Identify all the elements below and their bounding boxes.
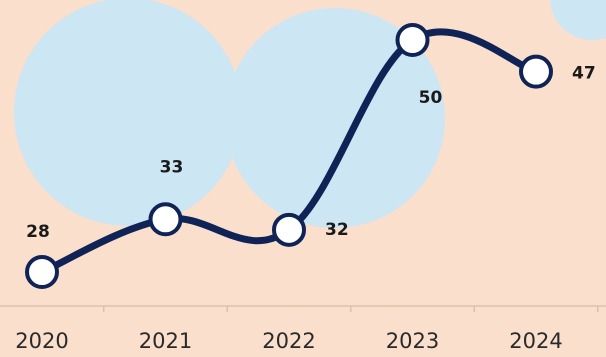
value-label: 50 — [419, 88, 443, 108]
x-tick-label: 2023 — [386, 329, 439, 353]
decor-blob — [14, 0, 242, 226]
x-tick-label: 2021 — [139, 329, 192, 353]
data-point — [272, 212, 306, 247]
data-point — [395, 23, 430, 57]
x-tick-label: 2024 — [509, 329, 562, 353]
data-point — [25, 255, 59, 289]
data-point — [519, 54, 553, 89]
decor-blob — [550, 0, 606, 40]
value-label: 28 — [26, 222, 50, 242]
data-point — [148, 202, 183, 237]
x-tick-label: 2020 — [15, 329, 68, 353]
value-label: 33 — [160, 157, 184, 177]
value-label: 47 — [572, 64, 596, 84]
x-tick-label: 2022 — [262, 329, 315, 353]
value-label: 32 — [325, 220, 349, 240]
